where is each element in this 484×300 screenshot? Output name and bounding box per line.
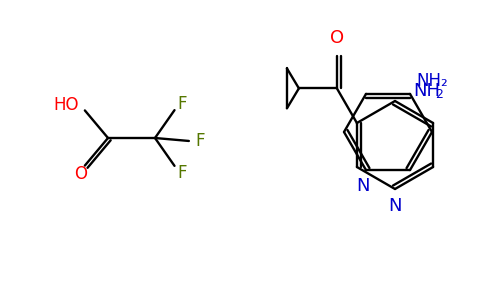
Text: N: N — [388, 197, 402, 215]
Text: N: N — [356, 177, 370, 195]
Text: NH: NH — [413, 82, 440, 100]
Text: O: O — [330, 29, 344, 47]
Text: O: O — [75, 165, 87, 183]
Text: F: F — [195, 132, 205, 150]
Text: 2: 2 — [435, 88, 443, 101]
Text: F: F — [178, 95, 187, 113]
Text: F: F — [178, 164, 187, 182]
Text: NH₂: NH₂ — [416, 72, 448, 90]
Text: HO: HO — [53, 96, 79, 114]
